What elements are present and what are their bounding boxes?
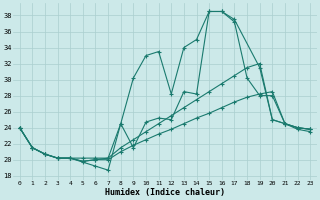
X-axis label: Humidex (Indice chaleur): Humidex (Indice chaleur) <box>105 188 225 197</box>
